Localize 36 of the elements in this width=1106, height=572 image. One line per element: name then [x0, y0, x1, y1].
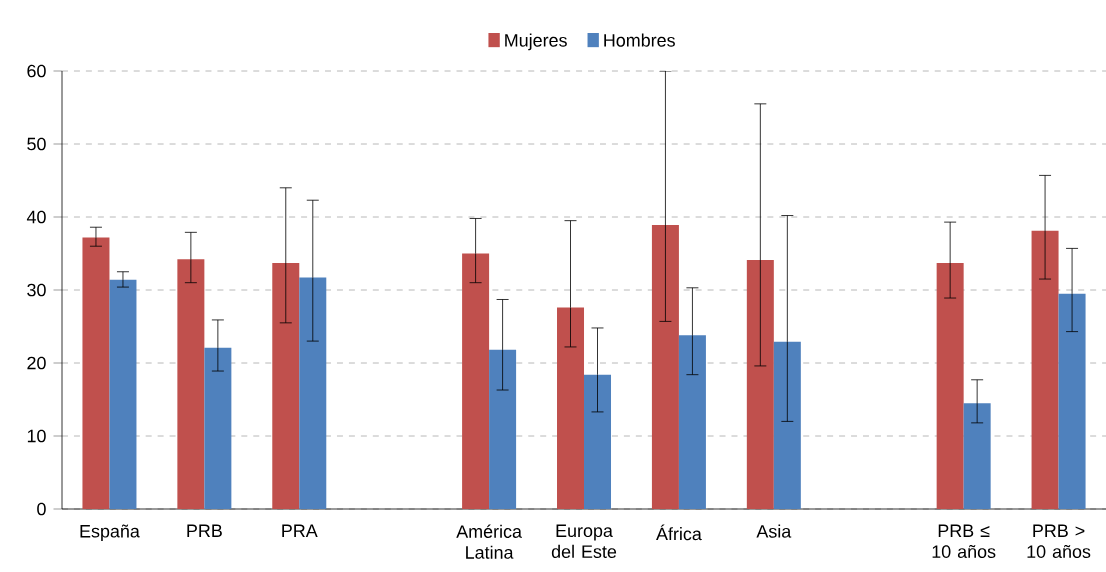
legend-label: Hombres	[604, 33, 675, 47]
y-tick-label: 30	[27, 283, 46, 297]
x-tick-label: PRA	[282, 524, 318, 537]
legend-label: Mujeres	[505, 33, 567, 51]
bar	[651, 225, 679, 509]
x-tick-label: PRB ≤ 10 años	[932, 524, 996, 558]
bar	[109, 279, 137, 509]
bar	[557, 307, 585, 509]
y-tick-label: 20	[27, 356, 46, 370]
bar	[299, 277, 327, 509]
bar	[82, 237, 110, 509]
x-tick-label: América Latina	[456, 524, 522, 559]
bar	[489, 349, 517, 509]
x-tick-label: Europa del Este	[551, 524, 617, 558]
y-tick-label: 10	[27, 429, 46, 443]
y-tick-label: 50	[27, 137, 46, 151]
bar	[177, 259, 205, 509]
x-tick-label: PRB > 10 años	[1027, 524, 1091, 558]
bar	[584, 374, 612, 509]
bar	[1031, 230, 1059, 509]
bar	[773, 341, 801, 509]
y-tick-label: 40	[26, 210, 46, 224]
bar	[1058, 293, 1086, 509]
y-tick-label: 0	[37, 502, 46, 516]
x-tick-label: España	[80, 524, 140, 542]
bar	[204, 347, 232, 509]
x-tick-label: PRB	[187, 524, 222, 537]
bar	[462, 253, 490, 509]
y-tick-label: 60	[27, 64, 46, 78]
bar	[936, 262, 964, 509]
bar	[272, 262, 300, 509]
bar	[963, 403, 991, 509]
bar	[746, 260, 774, 509]
x-tick-label: África	[656, 524, 702, 541]
bar	[678, 335, 706, 509]
x-tick-label: Asia	[756, 524, 792, 538]
